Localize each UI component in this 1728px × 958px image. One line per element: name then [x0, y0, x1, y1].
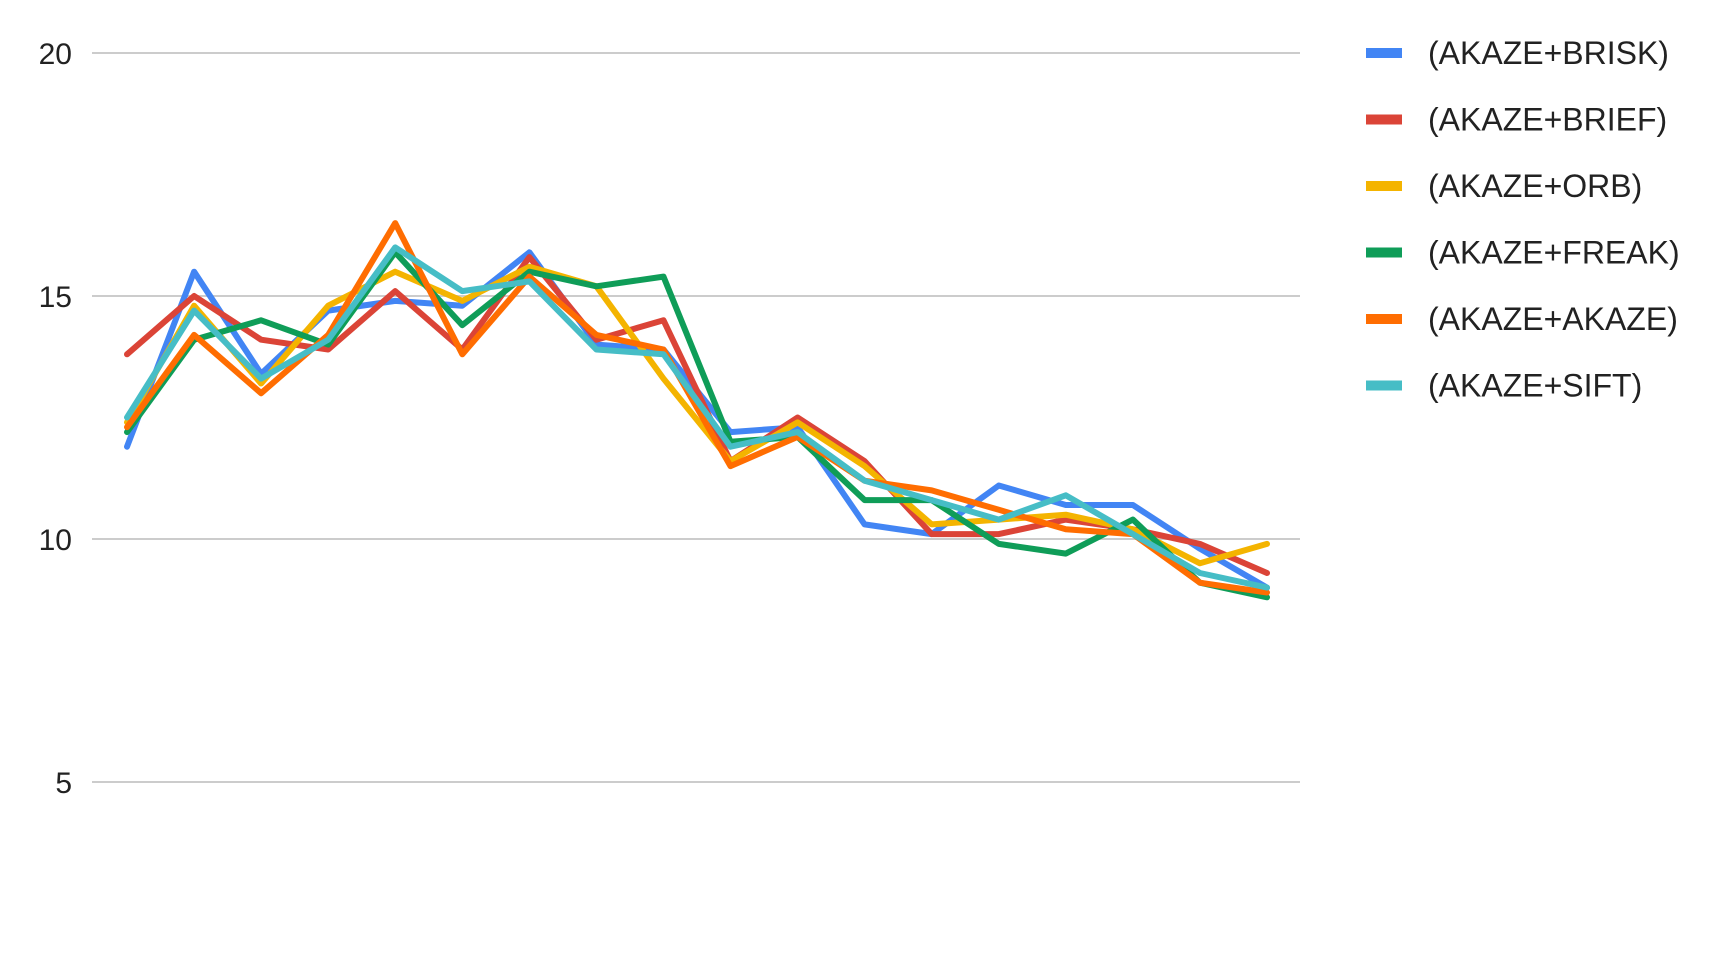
legend-swatch — [1366, 181, 1402, 191]
y-axis-ticks: 5 10 15 20 — [39, 38, 72, 800]
legend-swatch — [1366, 380, 1402, 391]
y-tick-label: 5 — [55, 767, 72, 800]
legend-label: (AKAZE+BRISK) — [1428, 35, 1669, 71]
y-tick-label: 20 — [39, 38, 72, 71]
legend-label: (AKAZE+BRIEF) — [1428, 102, 1667, 138]
legend: (AKAZE+BRISK) (AKAZE+BRIEF) (AKAZE+ORB) (AK… — [1366, 35, 1680, 404]
series-line-5 — [124, 244, 1270, 591]
legend-swatch — [1366, 48, 1402, 58]
legend-label: (AKAZE+AKAZE) — [1428, 301, 1678, 337]
legend-label: (AKAZE+SIFT) — [1428, 368, 1642, 404]
series-line-2 — [124, 263, 1270, 567]
legend-label: (AKAZE+FREAK) — [1428, 235, 1680, 271]
legend-swatch — [1366, 314, 1402, 324]
legend-swatch — [1366, 247, 1402, 258]
y-tick-label: 15 — [39, 281, 72, 314]
legend-label: (AKAZE+ORB) — [1428, 168, 1642, 204]
series-line-1 — [124, 254, 1270, 576]
legend-swatch — [1366, 114, 1402, 125]
y-tick-label: 10 — [39, 524, 72, 557]
series-line-3 — [124, 249, 1270, 601]
series-lines — [124, 220, 1270, 601]
